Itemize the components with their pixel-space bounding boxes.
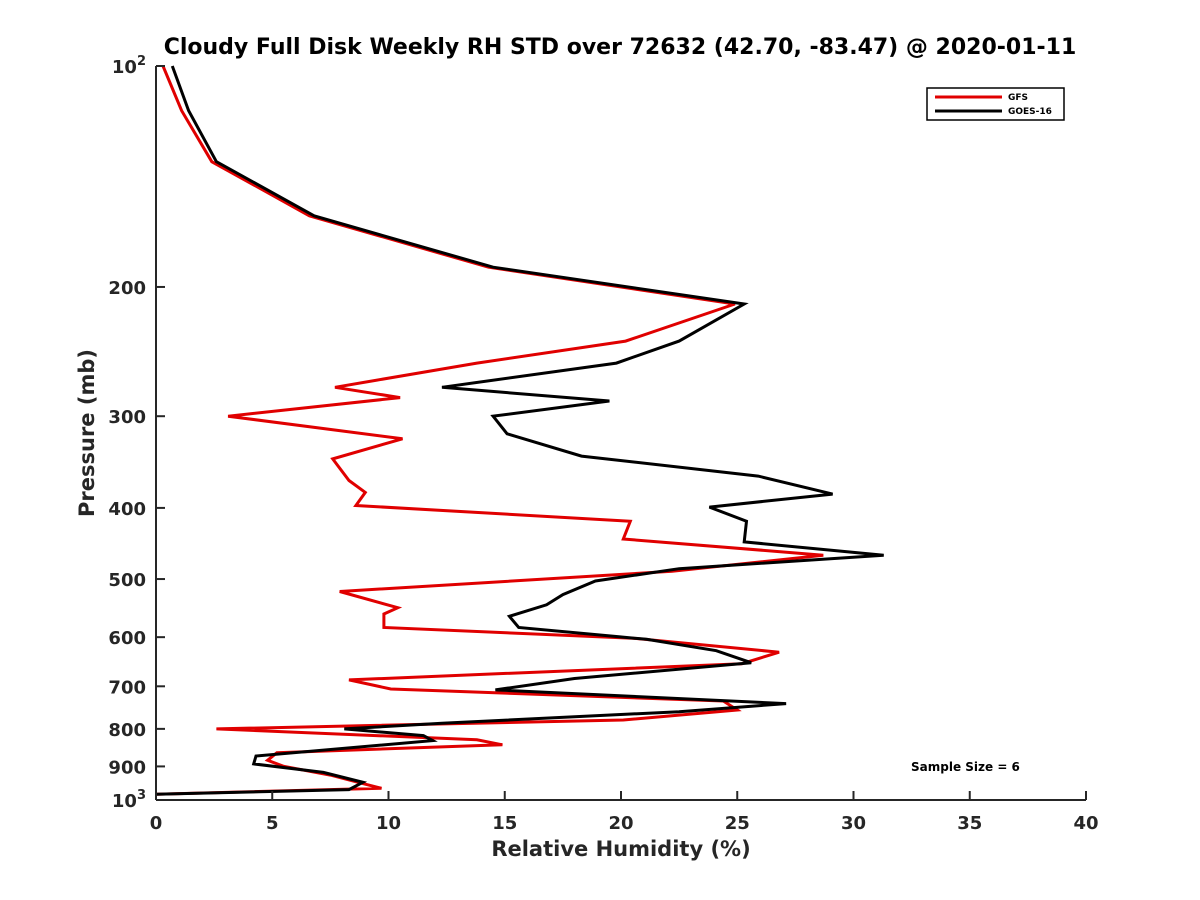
chart-title: Cloudy Full Disk Weekly RH STD over 7263… xyxy=(164,35,1077,60)
legend-label-goes16: GOES-16 xyxy=(1008,107,1052,117)
y-tick-label: 400 xyxy=(108,499,146,520)
legend-label-gfs: GFS xyxy=(1008,93,1028,103)
y-tick-label: 102 xyxy=(112,54,146,78)
x-tick-label: 15 xyxy=(492,813,517,834)
x-tick-label: 0 xyxy=(150,813,163,834)
x-tick-label: 40 xyxy=(1073,813,1098,834)
series-line-gfs xyxy=(155,65,824,796)
series-layer xyxy=(155,65,884,796)
x-axis-label: Relative Humidity (%) xyxy=(491,837,750,861)
x-ticks: 0 5 10 15 20 25 30 35 40 xyxy=(150,791,1099,834)
y-tick-label: 500 xyxy=(108,570,146,591)
y-ticks: 102 200 300 400 500 600 700 800 900 103 xyxy=(108,54,165,812)
sample-size-annotation: Sample Size = 6 xyxy=(911,760,1020,774)
y-tick-label: 300 xyxy=(108,407,146,428)
x-tick-label: 20 xyxy=(608,813,633,834)
x-tick-label: 10 xyxy=(376,813,401,834)
x-tick-label: 35 xyxy=(957,813,982,834)
y-tick-label: 200 xyxy=(108,278,146,299)
x-tick-label: 5 xyxy=(266,813,279,834)
y-tick-label: 800 xyxy=(108,720,146,741)
plot-area xyxy=(156,66,1086,800)
y-axis-label: Pressure (mb) xyxy=(75,349,99,517)
x-tick-label: 30 xyxy=(841,813,866,834)
y-tick-label: 900 xyxy=(108,757,146,778)
series-line-goes16 xyxy=(155,65,884,796)
y-tick-label: 600 xyxy=(108,628,146,649)
x-tick-label: 25 xyxy=(725,813,750,834)
legend: GFS GOES-16 xyxy=(926,87,1065,121)
y-tick-label: 103 xyxy=(112,788,146,812)
y-tick-label: 700 xyxy=(108,677,146,698)
legend-box xyxy=(926,87,1065,121)
